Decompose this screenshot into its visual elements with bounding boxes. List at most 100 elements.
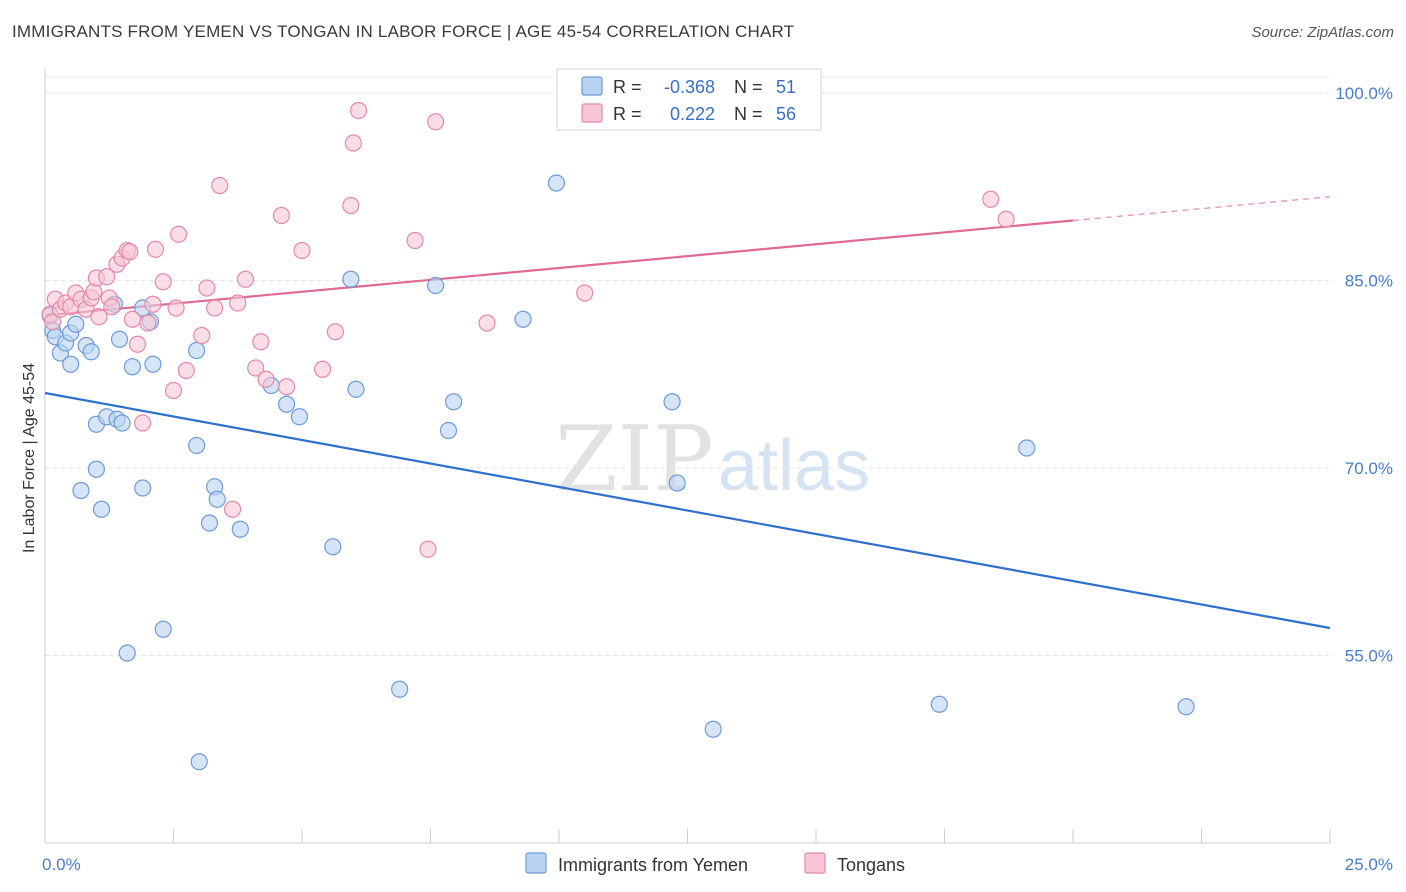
y-tick-label: 85.0% (1345, 272, 1393, 291)
correlation-legend: R = -0.368 N = 51 R = 0.222 N = 56 (556, 68, 822, 131)
point-tongan (272, 206, 291, 225)
y-tick-label: 55.0% (1345, 647, 1393, 666)
series-legend: Immigrants from Yemen Tongans (525, 852, 905, 875)
point-tongan (313, 360, 332, 378)
watermark: ZIP atlas (555, 407, 870, 512)
point-tongan (342, 196, 360, 215)
point-yemen (134, 479, 152, 497)
point-tongan (198, 279, 216, 297)
point-yemen (930, 695, 948, 713)
gridlines (45, 76, 1330, 656)
point-yemen (663, 393, 681, 411)
point-yemen (82, 343, 100, 361)
point-yemen (231, 520, 249, 538)
point-tongan (478, 314, 496, 332)
point-yemen (347, 380, 365, 398)
legend-n-label-1: N = (734, 77, 763, 97)
y-axis-title: In Labor Force | Age 45-54 (21, 363, 38, 553)
point-yemen (67, 315, 85, 333)
point-yemen (110, 330, 129, 348)
point-yemen (427, 276, 445, 295)
point-yemen (188, 436, 206, 455)
legend-r-label-1: R = (613, 77, 642, 97)
point-tongan (134, 414, 152, 432)
legend-r-value-1: -0.368 (664, 77, 715, 97)
bottom-legend-yemen: Immigrants from Yemen (558, 855, 748, 875)
y-tick-labels: 55.0% 70.0% 85.0% 100.0% (1335, 84, 1393, 666)
legend-swatch-yemen (581, 76, 603, 96)
point-yemen (445, 393, 463, 411)
point-tongan (344, 134, 362, 152)
point-tongan (146, 240, 165, 258)
point-yemen (200, 514, 219, 532)
point-yemen (290, 408, 309, 426)
point-tongan (349, 101, 368, 120)
point-yemen (62, 355, 80, 373)
point-yemen (118, 644, 136, 662)
point-yemen (391, 680, 409, 698)
point-tongan (128, 335, 147, 353)
legend-r-value-2: 0.222 (670, 104, 715, 124)
bottom-legend-tongan: Tongans (837, 855, 905, 875)
point-yemen (208, 490, 226, 508)
point-yemen (342, 270, 360, 288)
point-tongan (236, 270, 255, 288)
point-tongan (154, 273, 172, 291)
bottom-legend-swatch-yemen (525, 852, 547, 874)
point-tongan (224, 500, 242, 518)
point-yemen (1018, 439, 1036, 457)
point-yemen (188, 341, 206, 360)
point-tongan (277, 378, 296, 396)
legend-n-label-2: N = (734, 104, 763, 124)
legend-swatch-tongan (581, 103, 603, 123)
point-tongan (164, 381, 183, 400)
point-tongan (576, 284, 594, 302)
point-yemen (87, 460, 106, 478)
point-tongan (206, 299, 224, 317)
point-tongan (229, 294, 247, 312)
trend-line-tongan (44, 219, 1074, 317)
point-tongan (257, 370, 275, 388)
point-tongan (139, 314, 157, 332)
source-label: Source: ZipAtlas.com (1251, 24, 1394, 41)
axes (44, 68, 1331, 844)
trend-line-yemen (44, 391, 1331, 630)
watermark-atlas: atlas (718, 426, 870, 506)
point-yemen (72, 481, 90, 500)
chart-title: IMMIGRANTS FROM YEMEN VS TONGAN IN LABOR… (12, 22, 795, 41)
bottom-legend-swatch-tongan (804, 852, 826, 874)
point-tongan (123, 310, 141, 328)
x-tick-labels: 0.0% 25.0% (42, 855, 1393, 874)
point-yemen (324, 538, 342, 556)
trend-line-tongan-extension (1072, 196, 1331, 222)
y-tick-label: 70.0% (1345, 459, 1393, 478)
point-yemen (144, 355, 162, 373)
point-tongan (103, 298, 121, 316)
point-tongan (90, 308, 108, 326)
point-tongan (326, 323, 345, 341)
point-yemen (704, 720, 722, 738)
point-tongan (193, 326, 211, 345)
legend-r-label-2: R = (613, 104, 642, 124)
y-tick-label: 100.0% (1335, 84, 1393, 103)
point-tongan (211, 176, 229, 195)
point-tongan (427, 113, 445, 131)
legend-n-value-1: 51 (776, 77, 796, 97)
x-tick-label: 25.0% (1345, 855, 1393, 874)
point-yemen (154, 620, 172, 638)
point-tongan (144, 295, 162, 313)
point-tongan (997, 210, 1015, 228)
point-yemen (668, 474, 686, 492)
point-yemen (514, 310, 532, 328)
x-tick-label: 0.0% (42, 855, 81, 874)
point-tongan (170, 225, 188, 243)
point-yemen (439, 421, 458, 440)
point-yemen (92, 500, 111, 518)
point-tongan (252, 333, 270, 351)
point-tongan (419, 540, 437, 558)
point-yemen (113, 414, 131, 432)
point-yemen (1177, 698, 1195, 716)
point-tongan (44, 313, 62, 331)
point-tongan (247, 359, 265, 377)
